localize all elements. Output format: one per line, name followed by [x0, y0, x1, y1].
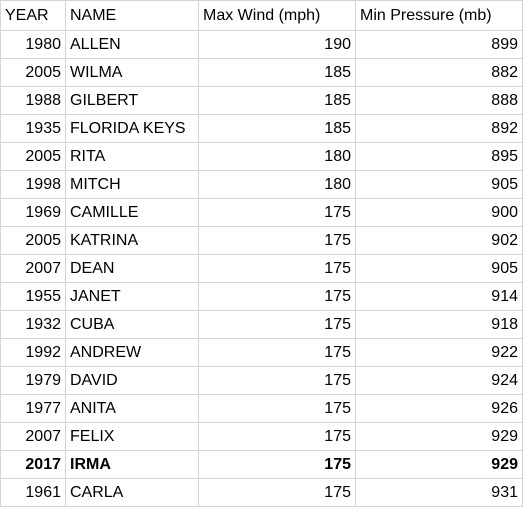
- cell-name: MITCH: [65, 170, 199, 199]
- cell-max-wind: 180: [198, 142, 356, 171]
- table-row: 2005 KATRINA 175 902: [0, 226, 523, 255]
- cell-name: ANITA: [65, 394, 199, 423]
- table-row: 1969 CAMILLE 175 900: [0, 198, 523, 227]
- cell-max-wind: 175: [198, 310, 356, 339]
- cell-name: KATRINA: [65, 226, 199, 255]
- table-row: 2017 IRMA 175 929: [0, 450, 523, 479]
- cell-name: JANET: [65, 282, 199, 311]
- cell-max-wind: 175: [198, 198, 356, 227]
- table-row: 1961 CARLA 175 931: [0, 478, 523, 507]
- table-row: 2005 WILMA 185 882: [0, 58, 523, 87]
- cell-year: 2005: [0, 58, 66, 87]
- cell-min-pressure: 900: [355, 198, 523, 227]
- cell-min-pressure: 902: [355, 226, 523, 255]
- cell-max-wind: 190: [198, 30, 356, 59]
- cell-year: 2005: [0, 142, 66, 171]
- cell-year: 2017: [0, 450, 66, 479]
- cell-name: FELIX: [65, 422, 199, 451]
- cell-year: 1998: [0, 170, 66, 199]
- cell-name: DEAN: [65, 254, 199, 283]
- table-row: 1955 JANET 175 914: [0, 282, 523, 311]
- column-header: Min Pressure (mb): [355, 0, 523, 31]
- cell-max-wind: 175: [198, 366, 356, 395]
- table-body: 1980 ALLEN 190 899 2005 WILMA 185 882 1988 GILBER…: [0, 30, 523, 507]
- header-row: YEAR NAME Max Wind (mph) Min Pressure (mb): [0, 0, 523, 31]
- table-row: 1980 ALLEN 190 899: [0, 30, 523, 59]
- cell-max-wind: 175: [198, 422, 356, 451]
- cell-year: 2007: [0, 254, 66, 283]
- cell-year: 1969: [0, 198, 66, 227]
- cell-name: RITA: [65, 142, 199, 171]
- column-header: NAME: [65, 0, 199, 31]
- cell-min-pressure: 895: [355, 142, 523, 171]
- cell-max-wind: 175: [198, 450, 356, 479]
- cell-name: IRMA: [65, 450, 199, 479]
- cell-min-pressure: 914: [355, 282, 523, 311]
- cell-name: DAVID: [65, 366, 199, 395]
- cell-name: FLORIDA KEYS: [65, 114, 199, 143]
- cell-min-pressure: 922: [355, 338, 523, 367]
- table-row: 1977 ANITA 175 926: [0, 394, 523, 423]
- cell-max-wind: 175: [198, 282, 356, 311]
- cell-name: CUBA: [65, 310, 199, 339]
- cell-max-wind: 175: [198, 478, 356, 507]
- cell-year: 2007: [0, 422, 66, 451]
- table-row: 2007 FELIX 175 929: [0, 422, 523, 451]
- cell-max-wind: 175: [198, 226, 356, 255]
- cell-year: 1935: [0, 114, 66, 143]
- cell-min-pressure: 888: [355, 86, 523, 115]
- cell-year: 1961: [0, 478, 66, 507]
- cell-name: ALLEN: [65, 30, 199, 59]
- table-row: 2005 RITA 180 895: [0, 142, 523, 171]
- cell-max-wind: 185: [198, 58, 356, 87]
- cell-min-pressure: 892: [355, 114, 523, 143]
- cell-name: GILBERT: [65, 86, 199, 115]
- cell-year: 1932: [0, 310, 66, 339]
- cell-name: CARLA: [65, 478, 199, 507]
- table-row: 1988 GILBERT 185 888: [0, 86, 523, 115]
- cell-min-pressure: 929: [355, 422, 523, 451]
- cell-min-pressure: 924: [355, 366, 523, 395]
- cell-min-pressure: 929: [355, 450, 523, 479]
- cell-max-wind: 185: [198, 114, 356, 143]
- cell-name: ANDREW: [65, 338, 199, 367]
- cell-year: 1980: [0, 30, 66, 59]
- cell-min-pressure: 918: [355, 310, 523, 339]
- cell-year: 1955: [0, 282, 66, 311]
- cell-max-wind: 175: [198, 254, 356, 283]
- cell-min-pressure: 899: [355, 30, 523, 59]
- cell-max-wind: 185: [198, 86, 356, 115]
- cell-year: 1977: [0, 394, 66, 423]
- cell-min-pressure: 905: [355, 254, 523, 283]
- cell-year: 1988: [0, 86, 66, 115]
- cell-name: CAMILLE: [65, 198, 199, 227]
- table-row: 2007 DEAN 175 905: [0, 254, 523, 283]
- cell-min-pressure: 931: [355, 478, 523, 507]
- column-header: Max Wind (mph): [198, 0, 356, 31]
- table-row: 1979 DAVID 175 924: [0, 366, 523, 395]
- cell-min-pressure: 926: [355, 394, 523, 423]
- cell-year: 2005: [0, 226, 66, 255]
- cell-min-pressure: 905: [355, 170, 523, 199]
- table-row: 1998 MITCH 180 905: [0, 170, 523, 199]
- cell-max-wind: 180: [198, 170, 356, 199]
- cell-year: 1992: [0, 338, 66, 367]
- cell-min-pressure: 882: [355, 58, 523, 87]
- column-header: YEAR: [0, 0, 66, 31]
- cell-name: WILMA: [65, 58, 199, 87]
- cell-max-wind: 175: [198, 338, 356, 367]
- table-row: 1932 CUBA 175 918: [0, 310, 523, 339]
- table-row: 1935 FLORIDA KEYS 185 892: [0, 114, 523, 143]
- cell-max-wind: 175: [198, 394, 356, 423]
- table-row: 1992 ANDREW 175 922: [0, 338, 523, 367]
- cell-year: 1979: [0, 366, 66, 395]
